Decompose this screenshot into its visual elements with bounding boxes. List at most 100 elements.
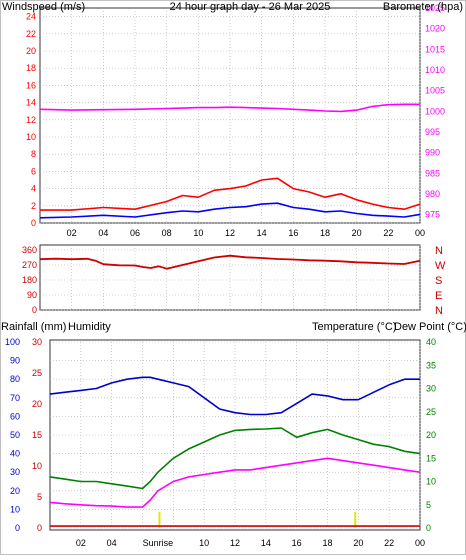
humidity-tick: 100 [5,337,20,347]
humidity-tick: 0 [15,523,20,533]
windspeed-tick: 16 [26,80,36,90]
wind-panel-frame [39,7,421,224]
humidity-tick: 60 [10,411,20,421]
winddir-tick: 90 [27,290,37,300]
series-temperature [49,427,421,490]
rainfall-tick: 15 [32,430,42,440]
humidity-tick: 70 [10,393,20,403]
rainfall-axis-label: Rainfall (mm) [1,321,66,333]
wind-x-tick: 20 [352,228,362,238]
barometer-tick: 1015 [425,44,445,54]
series-dew-point [49,457,421,508]
series-windspeed [40,177,421,211]
wind-x-tick: 18 [320,228,330,238]
temperature-tick: 35 [426,360,436,370]
windspeed-axis-label: Windspeed (m/s) [2,1,85,13]
barometer-axis-label: Barometer (hpa) [383,1,463,13]
windspeed-tick: 12 [26,115,36,125]
climate-x-tick: 04 [107,538,117,548]
wind-x-tick: 22 [383,228,393,238]
wind-x-tick: 06 [130,228,140,238]
wind-x-tick: 10 [193,228,203,238]
barometer-tick: 1005 [425,86,445,96]
barometer-tick: 985 [425,168,440,178]
windspeed-tick: 8 [31,149,36,159]
barometer-tick: 1020 [425,24,445,34]
temperature-tick: 15 [426,453,436,463]
windspeed-tick: 18 [26,63,36,73]
humidity-tick: 80 [10,374,20,384]
humidity-tick: 40 [10,449,20,459]
climate-x-tick: 14 [261,538,271,548]
compass-label: W [435,260,446,272]
wind-x-tick: 00 [415,228,425,238]
rainfall-tick: 0 [37,523,42,533]
compass-label: E [435,290,442,302]
winddir-tick: 360 [22,245,37,255]
series-humidity [49,376,420,416]
winddir-tick: 0 [32,305,37,315]
climate-x-tick: 18 [322,538,332,548]
windspeed-tick: 20 [26,46,36,56]
barometer-tick: 1025 [425,3,445,13]
climate-x-tick: Sunrise [143,538,174,548]
humidity-axis-label: Humidity [68,321,111,333]
temperature-axis-label: Temperature (°C) [312,321,396,333]
climate-x-tick: 10 [199,538,209,548]
wind-x-tick: 14 [257,228,267,238]
winddir-tick: 270 [22,260,37,270]
rainfall-tick: 10 [32,461,42,471]
dewpoint-axis-label: Dew Point (°C) [394,321,466,333]
rainfall-tick: 5 [37,492,42,502]
barometer-tick: 1000 [425,106,445,116]
series-wind-direction [39,254,421,270]
climate-x-tick: 02 [76,538,86,548]
climate-x-tick: 00 [415,538,425,548]
humidity-tick: 90 [10,356,20,366]
climate-x-tick: 16 [292,538,302,548]
temperature-tick: 0 [426,523,431,533]
temperature-tick: 40 [426,337,436,347]
wind-x-tick: 16 [288,228,298,238]
barometer-tick: 990 [425,148,440,158]
temperature-tick: 5 [426,500,431,510]
rainfall-tick: 20 [32,399,42,409]
rainfall-tick: 25 [32,368,42,378]
series-gust [39,202,421,219]
humidity-tick: 10 [10,504,20,514]
winddir-tick: 180 [22,275,37,285]
wind-x-tick: 04 [98,228,108,238]
barometer-tick: 995 [425,127,440,137]
windspeed-tick: 14 [26,98,36,108]
compass-label: N [435,305,443,317]
windspeed-tick: 2 [31,201,36,211]
compass-label: S [435,275,442,287]
humidity-tick: 20 [10,486,20,496]
temperature-tick: 10 [426,477,436,487]
climate-x-tick: 20 [353,538,363,548]
compass-label: N [435,245,443,257]
windspeed-tick: 4 [31,184,36,194]
humidity-tick: 30 [10,467,20,477]
wind-x-tick: 08 [162,228,172,238]
barometer-tick: 980 [425,189,440,199]
windspeed-tick: 10 [26,132,36,142]
temperature-tick: 30 [426,384,436,394]
barometer-tick: 1010 [425,65,445,75]
wind-x-tick: 02 [67,228,77,238]
climate-x-tick: 22 [384,538,394,548]
barometer-tick: 975 [425,210,440,220]
temperature-tick: 20 [426,430,436,440]
humidity-tick: 50 [10,430,20,440]
wind-x-tick: 12 [225,228,235,238]
climate-x-tick: 12 [230,538,240,548]
windspeed-tick: 22 [26,29,36,39]
temperature-tick: 25 [426,407,436,417]
rainfall-tick: 30 [32,337,42,347]
series-barometer [39,103,420,113]
windspeed-tick: 0 [31,218,36,228]
windspeed-tick: 6 [31,166,36,176]
windspeed-tick: 24 [26,12,36,22]
